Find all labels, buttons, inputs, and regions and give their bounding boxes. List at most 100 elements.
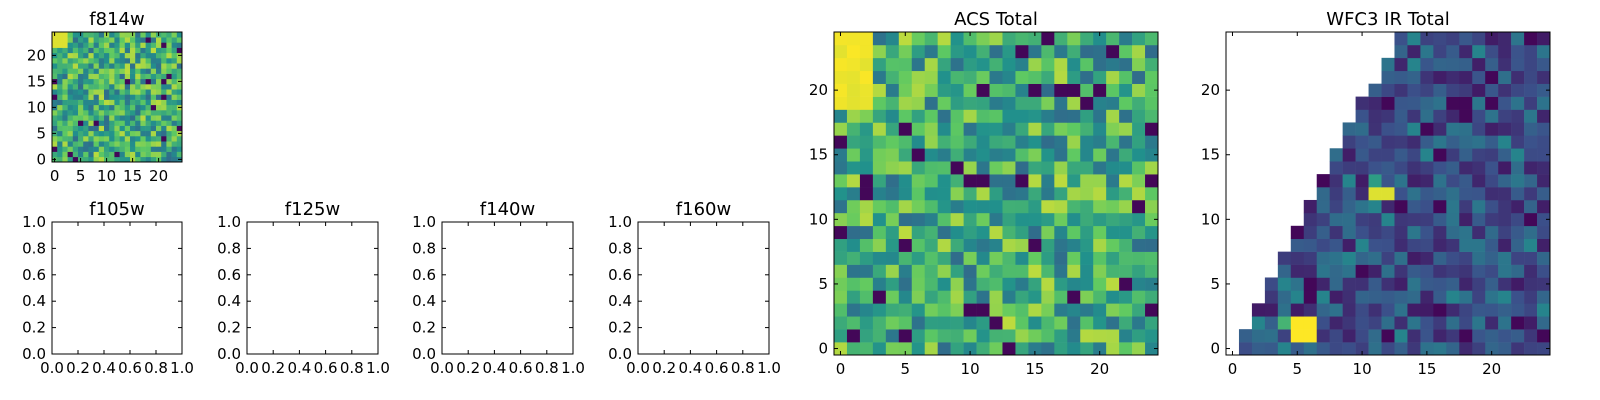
heatmap-cell [171, 89, 178, 95]
heatmap-cell [1015, 264, 1029, 278]
heatmap-cell [1459, 83, 1473, 97]
heatmap-cell [67, 42, 74, 48]
heatmap-cell [1067, 32, 1081, 46]
heatmap-cell [1407, 329, 1421, 343]
heatmap-cell [1080, 199, 1094, 214]
heatmap-cell [88, 52, 94, 59]
heatmap-cell [124, 94, 131, 100]
heatmap-cell [156, 37, 162, 43]
heatmap-cell [1316, 329, 1330, 343]
heatmap-cell [976, 329, 990, 343]
heatmap-cell [93, 84, 100, 90]
heatmap-cell [119, 136, 126, 142]
heatmap-cell [1524, 329, 1538, 343]
heatmap-cell [924, 290, 938, 304]
heatmap-cell [1472, 251, 1486, 265]
heatmap-cell [130, 52, 136, 59]
heatmap-cell [114, 136, 120, 142]
heatmap-cell [834, 199, 848, 214]
heatmap-cell [93, 89, 100, 95]
heatmap-cell [57, 84, 63, 90]
heatmap-cell [872, 44, 887, 59]
heatmap-cell [1028, 277, 1042, 291]
heatmap-cell [859, 70, 874, 84]
heatmap-cell [1303, 212, 1318, 227]
heatmap-cell [937, 316, 951, 330]
heatmap-cell [150, 136, 157, 142]
heatmap-cell [176, 63, 183, 69]
heatmap-cell [1067, 148, 1081, 162]
heatmap-cell [156, 110, 162, 116]
heatmap-cell [1132, 174, 1146, 188]
heatmap-cell [124, 104, 131, 111]
heatmap-cell [859, 277, 874, 291]
y-tick-label: 0.0 [217, 345, 241, 363]
heatmap-cell [872, 135, 887, 149]
heatmap-cell [911, 212, 926, 227]
heatmap-cell [130, 47, 136, 54]
heatmap-cell [67, 63, 74, 69]
heatmap-cell [140, 125, 146, 132]
heatmap-cell [1132, 57, 1146, 72]
heatmap-cell [911, 303, 926, 317]
heatmap-cell [114, 146, 120, 152]
heatmap-cell [62, 37, 68, 43]
heatmap-cell [119, 84, 126, 90]
heatmap-cell [885, 225, 900, 240]
heatmap-cell [859, 264, 874, 278]
heatmap-cell [78, 94, 84, 100]
heatmap-cell [911, 342, 926, 356]
heatmap-cell [872, 329, 887, 343]
heatmap-cell [1342, 238, 1356, 252]
heatmap-cell [911, 329, 926, 343]
heatmap-cell [1106, 109, 1120, 123]
heatmap-cell [88, 110, 94, 116]
heatmap-cell [114, 156, 120, 163]
heatmap-cell [1093, 70, 1107, 84]
heatmap-cell [976, 174, 990, 188]
heatmap-cell [1381, 187, 1395, 201]
heatmap-cell [834, 70, 848, 84]
heatmap-cell [1106, 122, 1120, 136]
heatmap-cell [1002, 32, 1016, 46]
y-tick-label: 1.0 [22, 213, 46, 231]
heatmap-cell [976, 264, 990, 278]
heatmap-cell [1264, 277, 1279, 291]
heatmap-cell [124, 156, 131, 163]
heatmap-cell [1459, 199, 1473, 214]
heatmap-cell [176, 115, 183, 121]
heatmap-cell [1420, 83, 1434, 97]
heatmap-cell [937, 122, 951, 136]
heatmap-cell [1277, 303, 1292, 317]
heatmap-cell [140, 73, 146, 80]
heatmap-cell [872, 70, 887, 84]
heatmap-cell [119, 156, 126, 163]
heatmap-cell [57, 73, 63, 80]
heatmap-cell [1119, 329, 1133, 343]
heatmap-cell [140, 146, 146, 152]
heatmap-cell [1132, 32, 1146, 46]
heatmap-cell [1316, 174, 1330, 188]
heatmap-cell [176, 84, 183, 90]
heatmap-cell [166, 104, 172, 111]
heatmap-cell [1537, 148, 1551, 162]
heatmap-cell [1472, 316, 1486, 330]
heatmap-cell [834, 44, 848, 59]
heatmap-cell [1420, 199, 1434, 214]
heatmap-cell [119, 110, 126, 116]
heatmap-cell [114, 125, 120, 132]
heatmap-cell [156, 42, 162, 48]
heatmap-cell [171, 120, 178, 126]
heatmap-cell [57, 146, 63, 152]
heatmap-cell [1067, 251, 1081, 265]
heatmap-cell [950, 96, 964, 110]
heatmap-cell [119, 58, 126, 64]
heatmap-cell [1145, 212, 1159, 227]
heatmap-cell [911, 187, 926, 201]
heatmap-cell [1290, 290, 1305, 304]
heatmap-cell [176, 89, 183, 95]
heatmap-cell [859, 174, 874, 188]
y-tick-label: 0.2 [412, 319, 436, 337]
heatmap-cell [1472, 174, 1486, 188]
heatmap-cell [859, 238, 874, 252]
